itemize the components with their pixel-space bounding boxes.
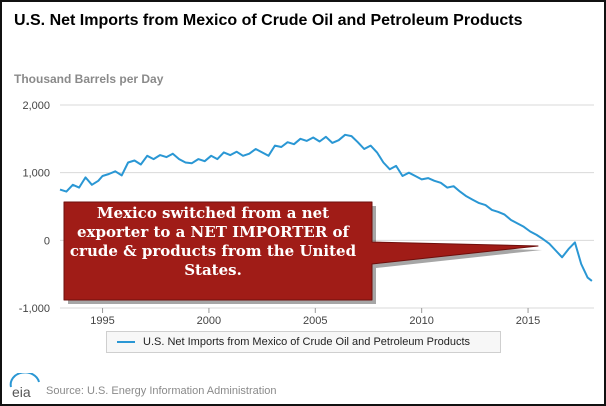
- x-tick-labels: 1995 2000 2005 2010 2015: [90, 308, 540, 327]
- x-tick-label: 2000: [197, 315, 221, 327]
- series-line: [59, 133, 593, 282]
- source-note: Source: U.S. Energy Information Administ…: [46, 385, 277, 397]
- y-tick-label: 1,000: [22, 168, 50, 180]
- eia-logo: eia: [9, 373, 40, 400]
- y-tick-labels: 2,000 1,000 0 -1,000: [19, 100, 50, 315]
- chart-title: U.S. Net Imports from Mexico of Crude Oi…: [14, 12, 523, 29]
- legend-swatch: [117, 341, 135, 343]
- callout-box: [63, 201, 539, 301]
- legend-item-label: U.S. Net Imports from Mexico of Crude Oi…: [143, 336, 471, 348]
- x-tick-label: 2015: [516, 315, 540, 327]
- eia-logo-text: eia: [12, 384, 31, 400]
- x-tick-label: 2005: [303, 315, 327, 327]
- x-tick-label: 1995: [90, 315, 114, 327]
- y-tick-label: -1,000: [19, 303, 50, 315]
- y-tick-label: 2,000: [22, 100, 50, 112]
- x-tick-label: 2010: [409, 315, 433, 327]
- y-tick-label: 0: [44, 235, 50, 247]
- legend[interactable]: U.S. Net Imports from Mexico of Crude Oi…: [106, 331, 501, 353]
- y-axis-units-label: Thousand Barrels per Day: [14, 72, 164, 86]
- callout-text: Mexico switched from a net exporter to a…: [69, 204, 357, 279]
- series-layer: [59, 133, 593, 282]
- callout-layer: [63, 201, 542, 304]
